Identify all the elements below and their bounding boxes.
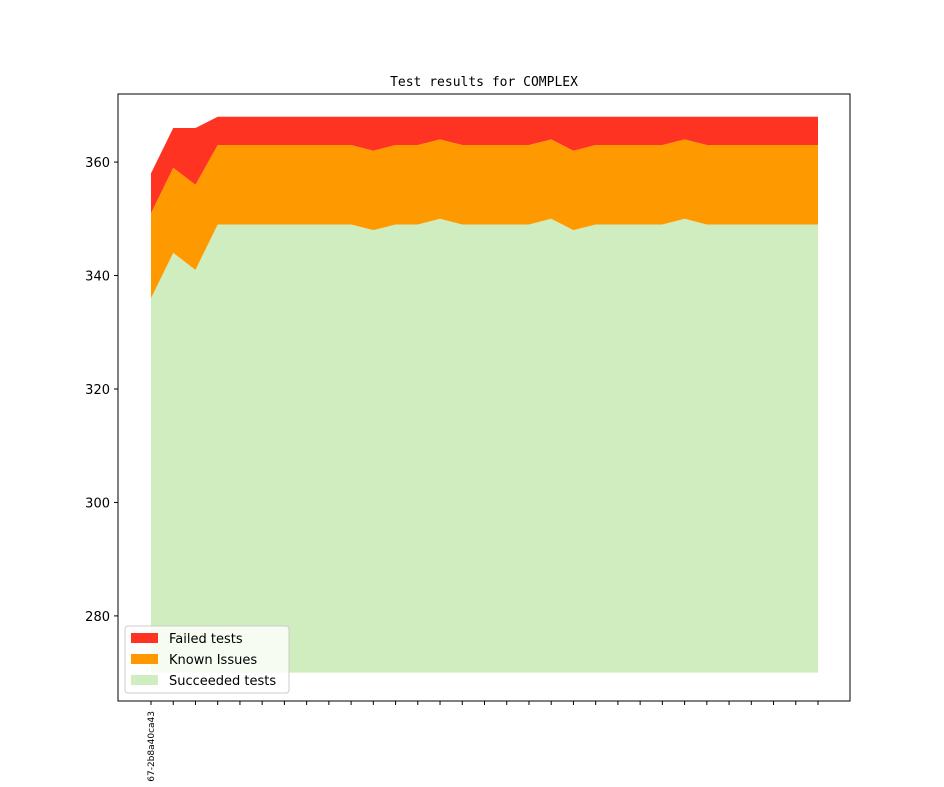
legend-label: Succeeded tests — [169, 674, 276, 689]
area-succeeded-tests — [151, 218, 818, 673]
area-known-issues — [151, 139, 818, 299]
legend-swatch — [131, 654, 158, 664]
legend: Failed tests Known Issues Succeeded tests — [124, 625, 290, 694]
legend-label: Known Issues — [169, 653, 257, 668]
legend-swatch — [131, 633, 158, 643]
legend-label: Failed tests — [169, 632, 243, 647]
x-axis: 67-2b8a40ca43 — [147, 701, 819, 782]
y-tick-label: 280 — [85, 610, 110, 625]
y-axis: 280 300 320 340 360 — [85, 156, 118, 625]
chart-title: Test results for COMPLEX — [390, 75, 578, 90]
areas-layer — [151, 116, 818, 673]
y-tick-label: 300 — [85, 496, 110, 511]
y-tick-label: 340 — [85, 270, 110, 285]
legend-box — [124, 625, 290, 694]
area-failed-tests — [151, 116, 818, 214]
legend-swatch — [131, 675, 158, 685]
y-tick-label: 320 — [85, 383, 110, 398]
x-tick-label: 67-2b8a40ca43 — [147, 711, 157, 782]
y-tick-label: 360 — [85, 156, 110, 171]
